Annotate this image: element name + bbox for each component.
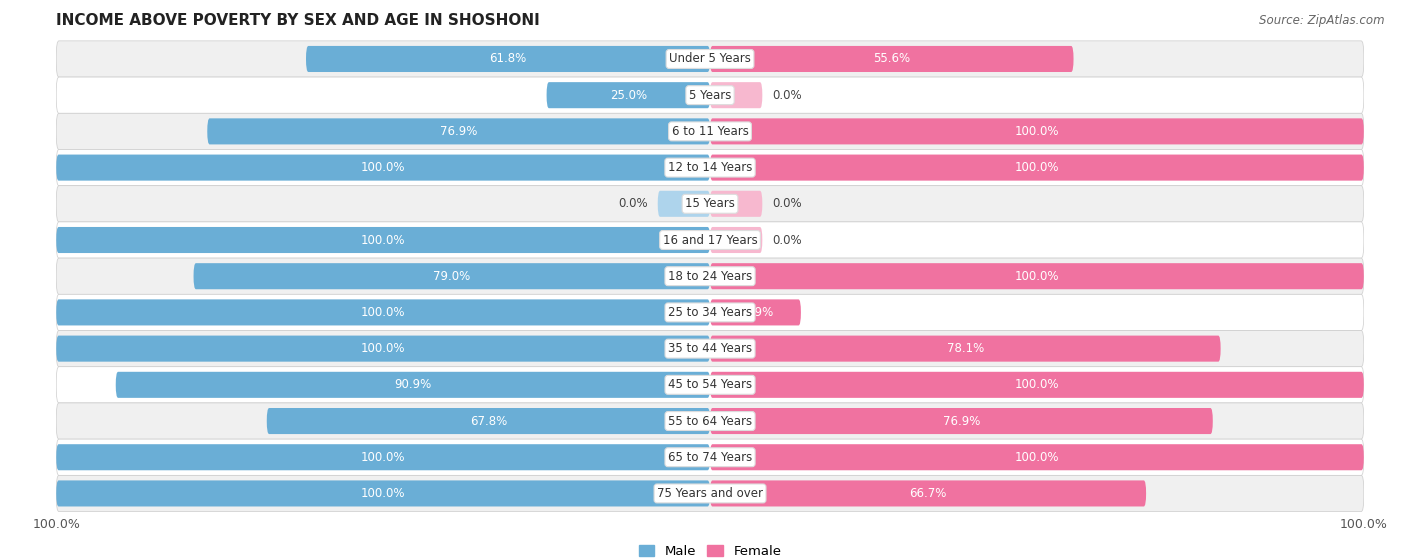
Text: 0.0%: 0.0% [772,198,801,210]
FancyBboxPatch shape [267,408,710,434]
Text: 75 Years and over: 75 Years and over [657,487,763,500]
FancyBboxPatch shape [207,118,710,145]
FancyBboxPatch shape [115,372,710,398]
FancyBboxPatch shape [56,300,710,325]
FancyBboxPatch shape [56,186,1364,222]
FancyBboxPatch shape [710,372,1364,398]
Text: 90.9%: 90.9% [394,378,432,391]
Text: 100.0%: 100.0% [1015,161,1059,174]
FancyBboxPatch shape [56,155,710,181]
Text: 100.0%: 100.0% [361,306,405,319]
Text: 66.7%: 66.7% [910,487,946,500]
FancyBboxPatch shape [307,46,710,72]
Legend: Male, Female: Male, Female [633,540,787,558]
FancyBboxPatch shape [56,222,1364,258]
FancyBboxPatch shape [710,82,762,108]
Text: INCOME ABOVE POVERTY BY SEX AND AGE IN SHOSHONI: INCOME ABOVE POVERTY BY SEX AND AGE IN S… [56,13,540,28]
Text: 61.8%: 61.8% [489,52,527,65]
Text: Under 5 Years: Under 5 Years [669,52,751,65]
Text: 100.0%: 100.0% [361,161,405,174]
Text: 100.0%: 100.0% [361,233,405,247]
FancyBboxPatch shape [547,82,710,108]
FancyBboxPatch shape [710,263,1364,289]
Text: 13.9%: 13.9% [737,306,775,319]
Text: 55.6%: 55.6% [873,52,910,65]
FancyBboxPatch shape [56,330,1364,367]
Text: 55 to 64 Years: 55 to 64 Years [668,415,752,427]
FancyBboxPatch shape [56,77,1364,113]
FancyBboxPatch shape [710,300,801,325]
Text: 5 Years: 5 Years [689,89,731,102]
FancyBboxPatch shape [56,335,710,362]
FancyBboxPatch shape [56,258,1364,294]
Text: 65 to 74 Years: 65 to 74 Years [668,451,752,464]
Text: 12 to 14 Years: 12 to 14 Years [668,161,752,174]
FancyBboxPatch shape [658,191,710,217]
Text: 25 to 34 Years: 25 to 34 Years [668,306,752,319]
FancyBboxPatch shape [710,191,762,217]
Text: 35 to 44 Years: 35 to 44 Years [668,342,752,355]
Text: 16 and 17 Years: 16 and 17 Years [662,233,758,247]
Text: 100.0%: 100.0% [1015,451,1059,464]
Text: 100.0%: 100.0% [361,487,405,500]
FancyBboxPatch shape [710,227,762,253]
Text: 76.9%: 76.9% [440,125,477,138]
Text: 0.0%: 0.0% [772,233,801,247]
Text: 25.0%: 25.0% [610,89,647,102]
FancyBboxPatch shape [710,118,1364,145]
FancyBboxPatch shape [56,480,710,507]
FancyBboxPatch shape [56,444,710,470]
FancyBboxPatch shape [56,294,1364,330]
FancyBboxPatch shape [56,41,1364,77]
FancyBboxPatch shape [56,150,1364,186]
FancyBboxPatch shape [710,155,1364,181]
FancyBboxPatch shape [56,403,1364,439]
Text: 78.1%: 78.1% [946,342,984,355]
Text: 15 Years: 15 Years [685,198,735,210]
FancyBboxPatch shape [710,335,1220,362]
Text: 0.0%: 0.0% [772,89,801,102]
FancyBboxPatch shape [56,227,710,253]
FancyBboxPatch shape [194,263,710,289]
Text: 18 to 24 Years: 18 to 24 Years [668,270,752,283]
FancyBboxPatch shape [710,444,1364,470]
Text: 100.0%: 100.0% [1015,270,1059,283]
FancyBboxPatch shape [710,408,1213,434]
FancyBboxPatch shape [56,113,1364,150]
Text: 67.8%: 67.8% [470,415,508,427]
Text: 6 to 11 Years: 6 to 11 Years [672,125,748,138]
Text: 100.0%: 100.0% [361,342,405,355]
FancyBboxPatch shape [56,367,1364,403]
Text: 76.9%: 76.9% [943,415,980,427]
FancyBboxPatch shape [710,480,1146,507]
Text: 45 to 54 Years: 45 to 54 Years [668,378,752,391]
FancyBboxPatch shape [56,475,1364,512]
FancyBboxPatch shape [710,46,1074,72]
Text: 100.0%: 100.0% [1015,378,1059,391]
Text: 100.0%: 100.0% [361,451,405,464]
Text: Source: ZipAtlas.com: Source: ZipAtlas.com [1260,14,1385,27]
Text: 0.0%: 0.0% [619,198,648,210]
FancyBboxPatch shape [56,439,1364,475]
Text: 79.0%: 79.0% [433,270,471,283]
Text: 100.0%: 100.0% [1015,125,1059,138]
